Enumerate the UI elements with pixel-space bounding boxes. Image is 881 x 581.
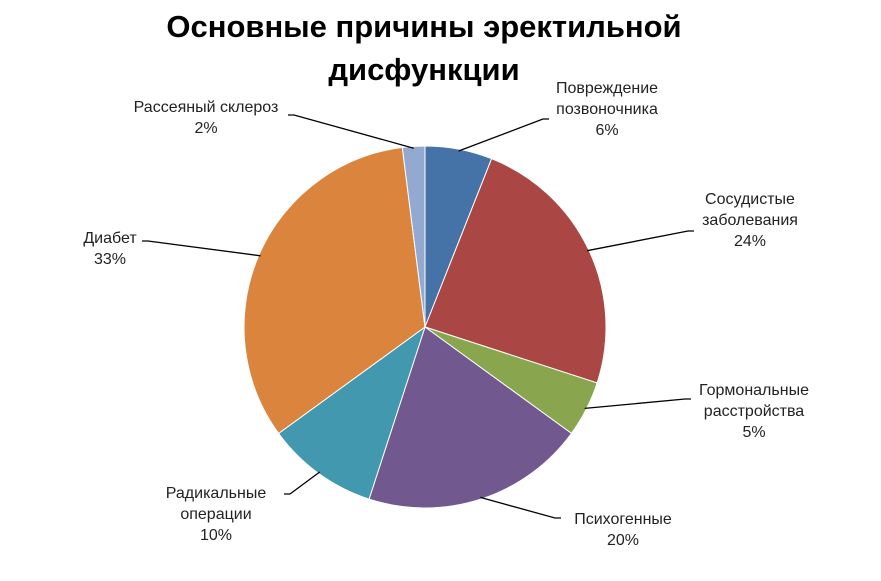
slice-value-label: 33%	[94, 251, 126, 268]
slice-label: Диабет	[83, 230, 137, 247]
leader-line	[458, 118, 549, 152]
pie-slice	[401, 145, 426, 328]
chart-title-line-1: Основные причины эректильной	[166, 9, 681, 44]
leader-line	[288, 114, 414, 149]
leader-line	[584, 398, 691, 410]
slice-label: Гормональные	[699, 382, 809, 399]
leader-line	[586, 230, 694, 252]
leader-line	[480, 496, 561, 519]
leader-line	[284, 471, 321, 495]
pie-slices	[243, 145, 607, 509]
slice-label: заболевания	[702, 212, 798, 229]
slice-label: Радикальные	[166, 485, 267, 502]
slice-label: операции	[180, 506, 251, 523]
slice-value-label: 20%	[607, 532, 639, 549]
slice-label: Сосудистые	[705, 191, 795, 208]
pie-slice	[368, 326, 573, 509]
slice-label: Рассеяный склероз	[134, 99, 279, 116]
slice-label: Психогенные	[574, 511, 672, 528]
leader-lines	[142, 114, 694, 519]
slice-value-label: 24%	[734, 233, 766, 250]
slice-label: Повреждение	[556, 80, 658, 97]
slice-value-label: 10%	[200, 527, 232, 544]
slice-label: позвоночника	[556, 101, 658, 118]
chart-title-line-2: дисфункции	[328, 52, 519, 87]
slice-value-label: 2%	[194, 120, 217, 137]
slice-value-label: 5%	[742, 424, 765, 441]
leader-line	[142, 240, 261, 257]
slice-label: расстройства	[704, 403, 805, 420]
slice-labels: Повреждение позвоночника 6% Сосудистые забол…	[83, 80, 809, 549]
slice-value-label: 6%	[595, 122, 618, 139]
